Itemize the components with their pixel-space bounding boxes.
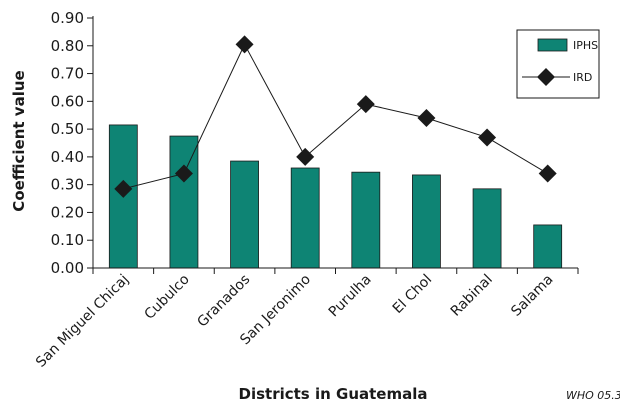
marker-ird-4 bbox=[356, 95, 375, 114]
legend: IPHS IRD bbox=[516, 29, 600, 99]
y-axis-title: Coefficient value bbox=[10, 70, 28, 211]
x-category-label-5: El Chol bbox=[390, 272, 435, 317]
x-category-label-1: Cubulco bbox=[141, 272, 192, 323]
bar-series-iphs bbox=[108, 124, 563, 269]
axes bbox=[87, 16, 579, 274]
bar-iphs-3 bbox=[290, 167, 320, 269]
marker-ird-6 bbox=[478, 128, 497, 147]
bar-iphs-7 bbox=[533, 224, 563, 269]
y-tick-labels: 0.00 0.10 0.20 0.30 0.40 0.50 0.60 0.70 0.80 0.90 bbox=[51, 9, 84, 277]
bar-iphs-2 bbox=[230, 160, 259, 269]
legend-label-ird: IRD bbox=[573, 71, 592, 84]
y-tick-label-7: 0.70 bbox=[51, 65, 84, 83]
legend-swatch-iphs bbox=[537, 38, 568, 52]
y-tick-label-6: 0.60 bbox=[51, 92, 84, 110]
bar-iphs-4 bbox=[351, 171, 381, 269]
line-series-ird bbox=[114, 35, 557, 198]
marker-ird-0 bbox=[114, 179, 133, 198]
x-category-label-2: Granados bbox=[194, 272, 253, 331]
x-axis-title: Districts in Guatemala bbox=[239, 385, 428, 403]
x-category-label-7: Salama bbox=[508, 272, 556, 320]
marker-ird-3 bbox=[296, 147, 315, 166]
y-tick-label-2: 0.20 bbox=[51, 203, 84, 221]
y-tick-label-8: 0.80 bbox=[51, 37, 84, 55]
marker-ird-5 bbox=[417, 109, 436, 127]
y-tick-label-1: 0.10 bbox=[51, 231, 84, 249]
y-tick-label-0: 0.00 bbox=[51, 259, 84, 277]
y-tick-label-9: 0.90 bbox=[51, 9, 84, 27]
y-tick-label-3: 0.30 bbox=[51, 176, 84, 194]
x-category-label-0: San Miguel Chicaj bbox=[33, 272, 132, 371]
line-ird bbox=[123, 43, 548, 190]
x-category-label-4: Purulha bbox=[326, 272, 375, 321]
x-category-label-6: Rabinal bbox=[448, 272, 496, 320]
bar-iphs-6 bbox=[472, 188, 502, 269]
y-tick-label-4: 0.40 bbox=[51, 148, 84, 166]
marker-ird-2 bbox=[235, 35, 254, 54]
bar-iphs-5 bbox=[412, 174, 441, 269]
legend-label-iphs: IPHS bbox=[573, 39, 598, 52]
legend-marker-ird bbox=[537, 68, 555, 86]
credit-note: WHO 05.32 bbox=[566, 389, 620, 402]
marker-ird-1 bbox=[174, 164, 193, 183]
bar-iphs-1 bbox=[169, 135, 199, 269]
y-tick-label-5: 0.50 bbox=[51, 120, 84, 138]
marker-ird-7 bbox=[538, 164, 557, 183]
